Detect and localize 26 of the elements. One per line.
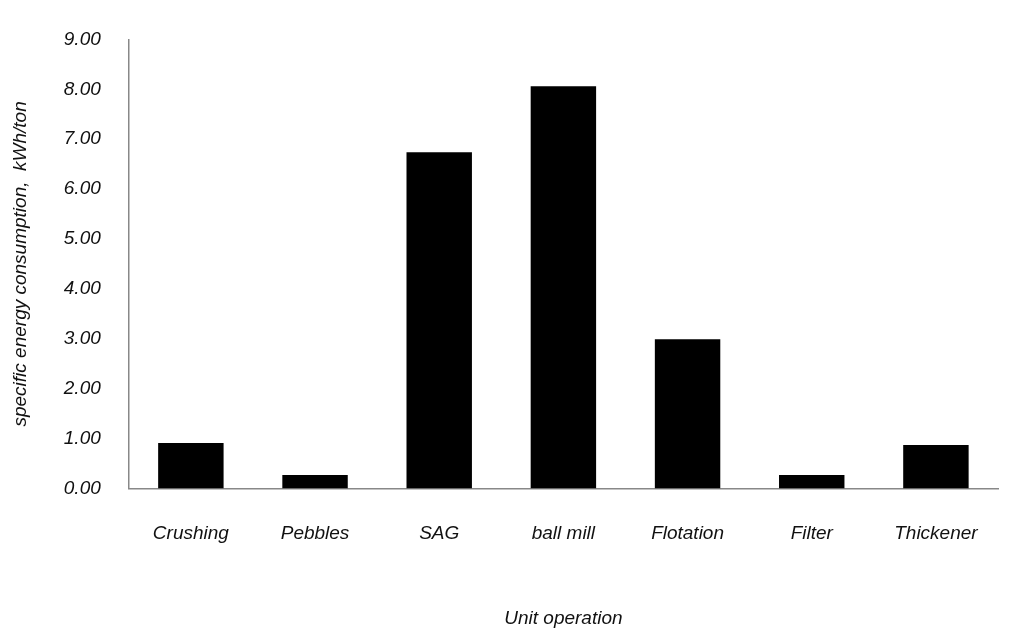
y-tick-label: 3.00 — [63, 327, 102, 349]
bar — [282, 474, 348, 489]
x-tick-label: Flotation — [651, 522, 724, 544]
y-tick-label: 6.00 — [63, 177, 102, 199]
y-tick-label: 8.00 — [63, 77, 102, 99]
x-tick-label: Filter — [790, 522, 834, 544]
y-tick-label: 0.00 — [63, 476, 102, 498]
x-tick-label: SAG — [419, 522, 460, 544]
bar — [654, 339, 721, 489]
bar — [530, 86, 597, 489]
y-tick-label: 4.00 — [63, 277, 102, 299]
y-axis-title: specific energy consumption, kWh/ton — [8, 101, 30, 427]
x-tick-label: ball mill — [531, 522, 596, 544]
bar — [779, 474, 845, 489]
bar — [158, 443, 224, 489]
y-tick-label: 7.00 — [63, 127, 102, 149]
y-tick-label: 5.00 — [63, 227, 102, 249]
y-tick-label: 2.00 — [62, 376, 102, 398]
x-tick-label: Thickener — [894, 522, 979, 544]
x-tick-label: Crushing — [152, 522, 230, 544]
bar — [406, 152, 472, 489]
y-tick-label: 1.00 — [63, 426, 102, 448]
bar — [903, 445, 969, 489]
x-axis-title: Unit operation — [504, 606, 623, 628]
x-tick-label: Pebbles — [280, 522, 350, 544]
y-tick-label: 9.00 — [63, 27, 102, 49]
